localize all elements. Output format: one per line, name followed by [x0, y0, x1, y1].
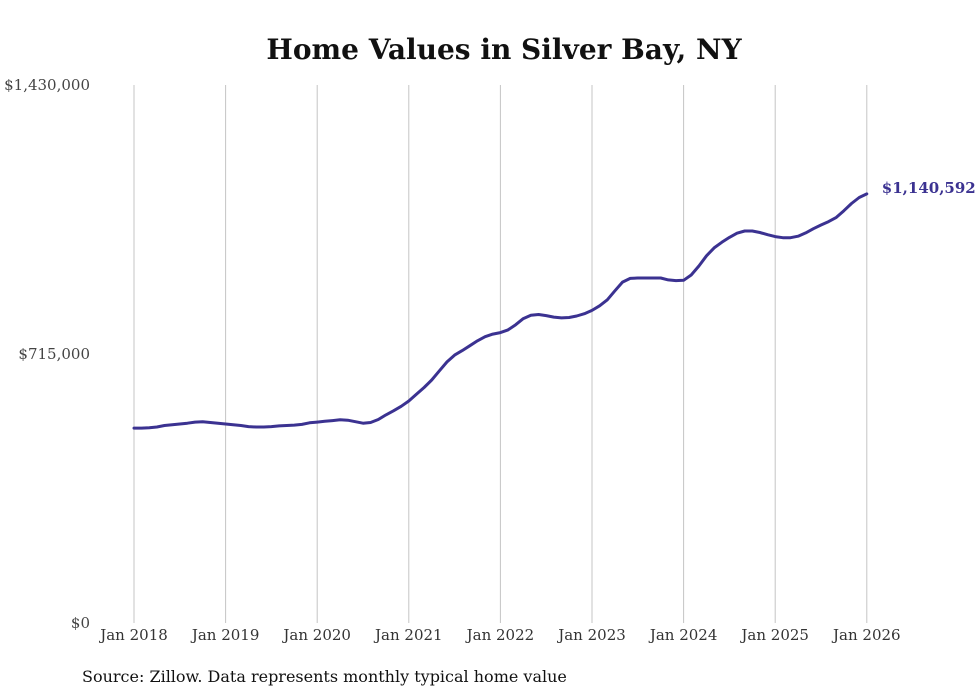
source-note: Source: Zillow. Data represents monthly …	[82, 667, 567, 686]
x-tick-label: Jan 2024	[648, 626, 718, 644]
x-tick-label: Jan 2018	[98, 626, 168, 644]
home-value-line	[132, 192, 869, 430]
x-tick-label: Jan 2025	[739, 626, 809, 644]
y-axis: $0 $715,000 $1,430,000	[4, 76, 90, 632]
x-tick-label: Jan 2023	[556, 626, 626, 644]
end-value-label: $1,140,592	[882, 179, 976, 197]
y-tick-label: $715,000	[18, 345, 90, 363]
gridlines	[133, 85, 868, 623]
y-tick-label: $1,430,000	[4, 76, 90, 94]
x-tick-label: Jan 2020	[281, 626, 351, 644]
chart-title: Home Values in Silver Bay, NY	[266, 33, 742, 66]
x-tick-label: Jan 2019	[190, 626, 260, 644]
y-tick-label: $0	[71, 614, 90, 632]
x-tick-label: Jan 2021	[373, 626, 443, 644]
x-tick-label: Jan 2026	[831, 626, 901, 644]
x-axis: Jan 2018 Jan 2019 Jan 2020 Jan 2021 Jan 2022…	[98, 626, 900, 644]
x-tick-label: Jan 2022	[465, 626, 535, 644]
